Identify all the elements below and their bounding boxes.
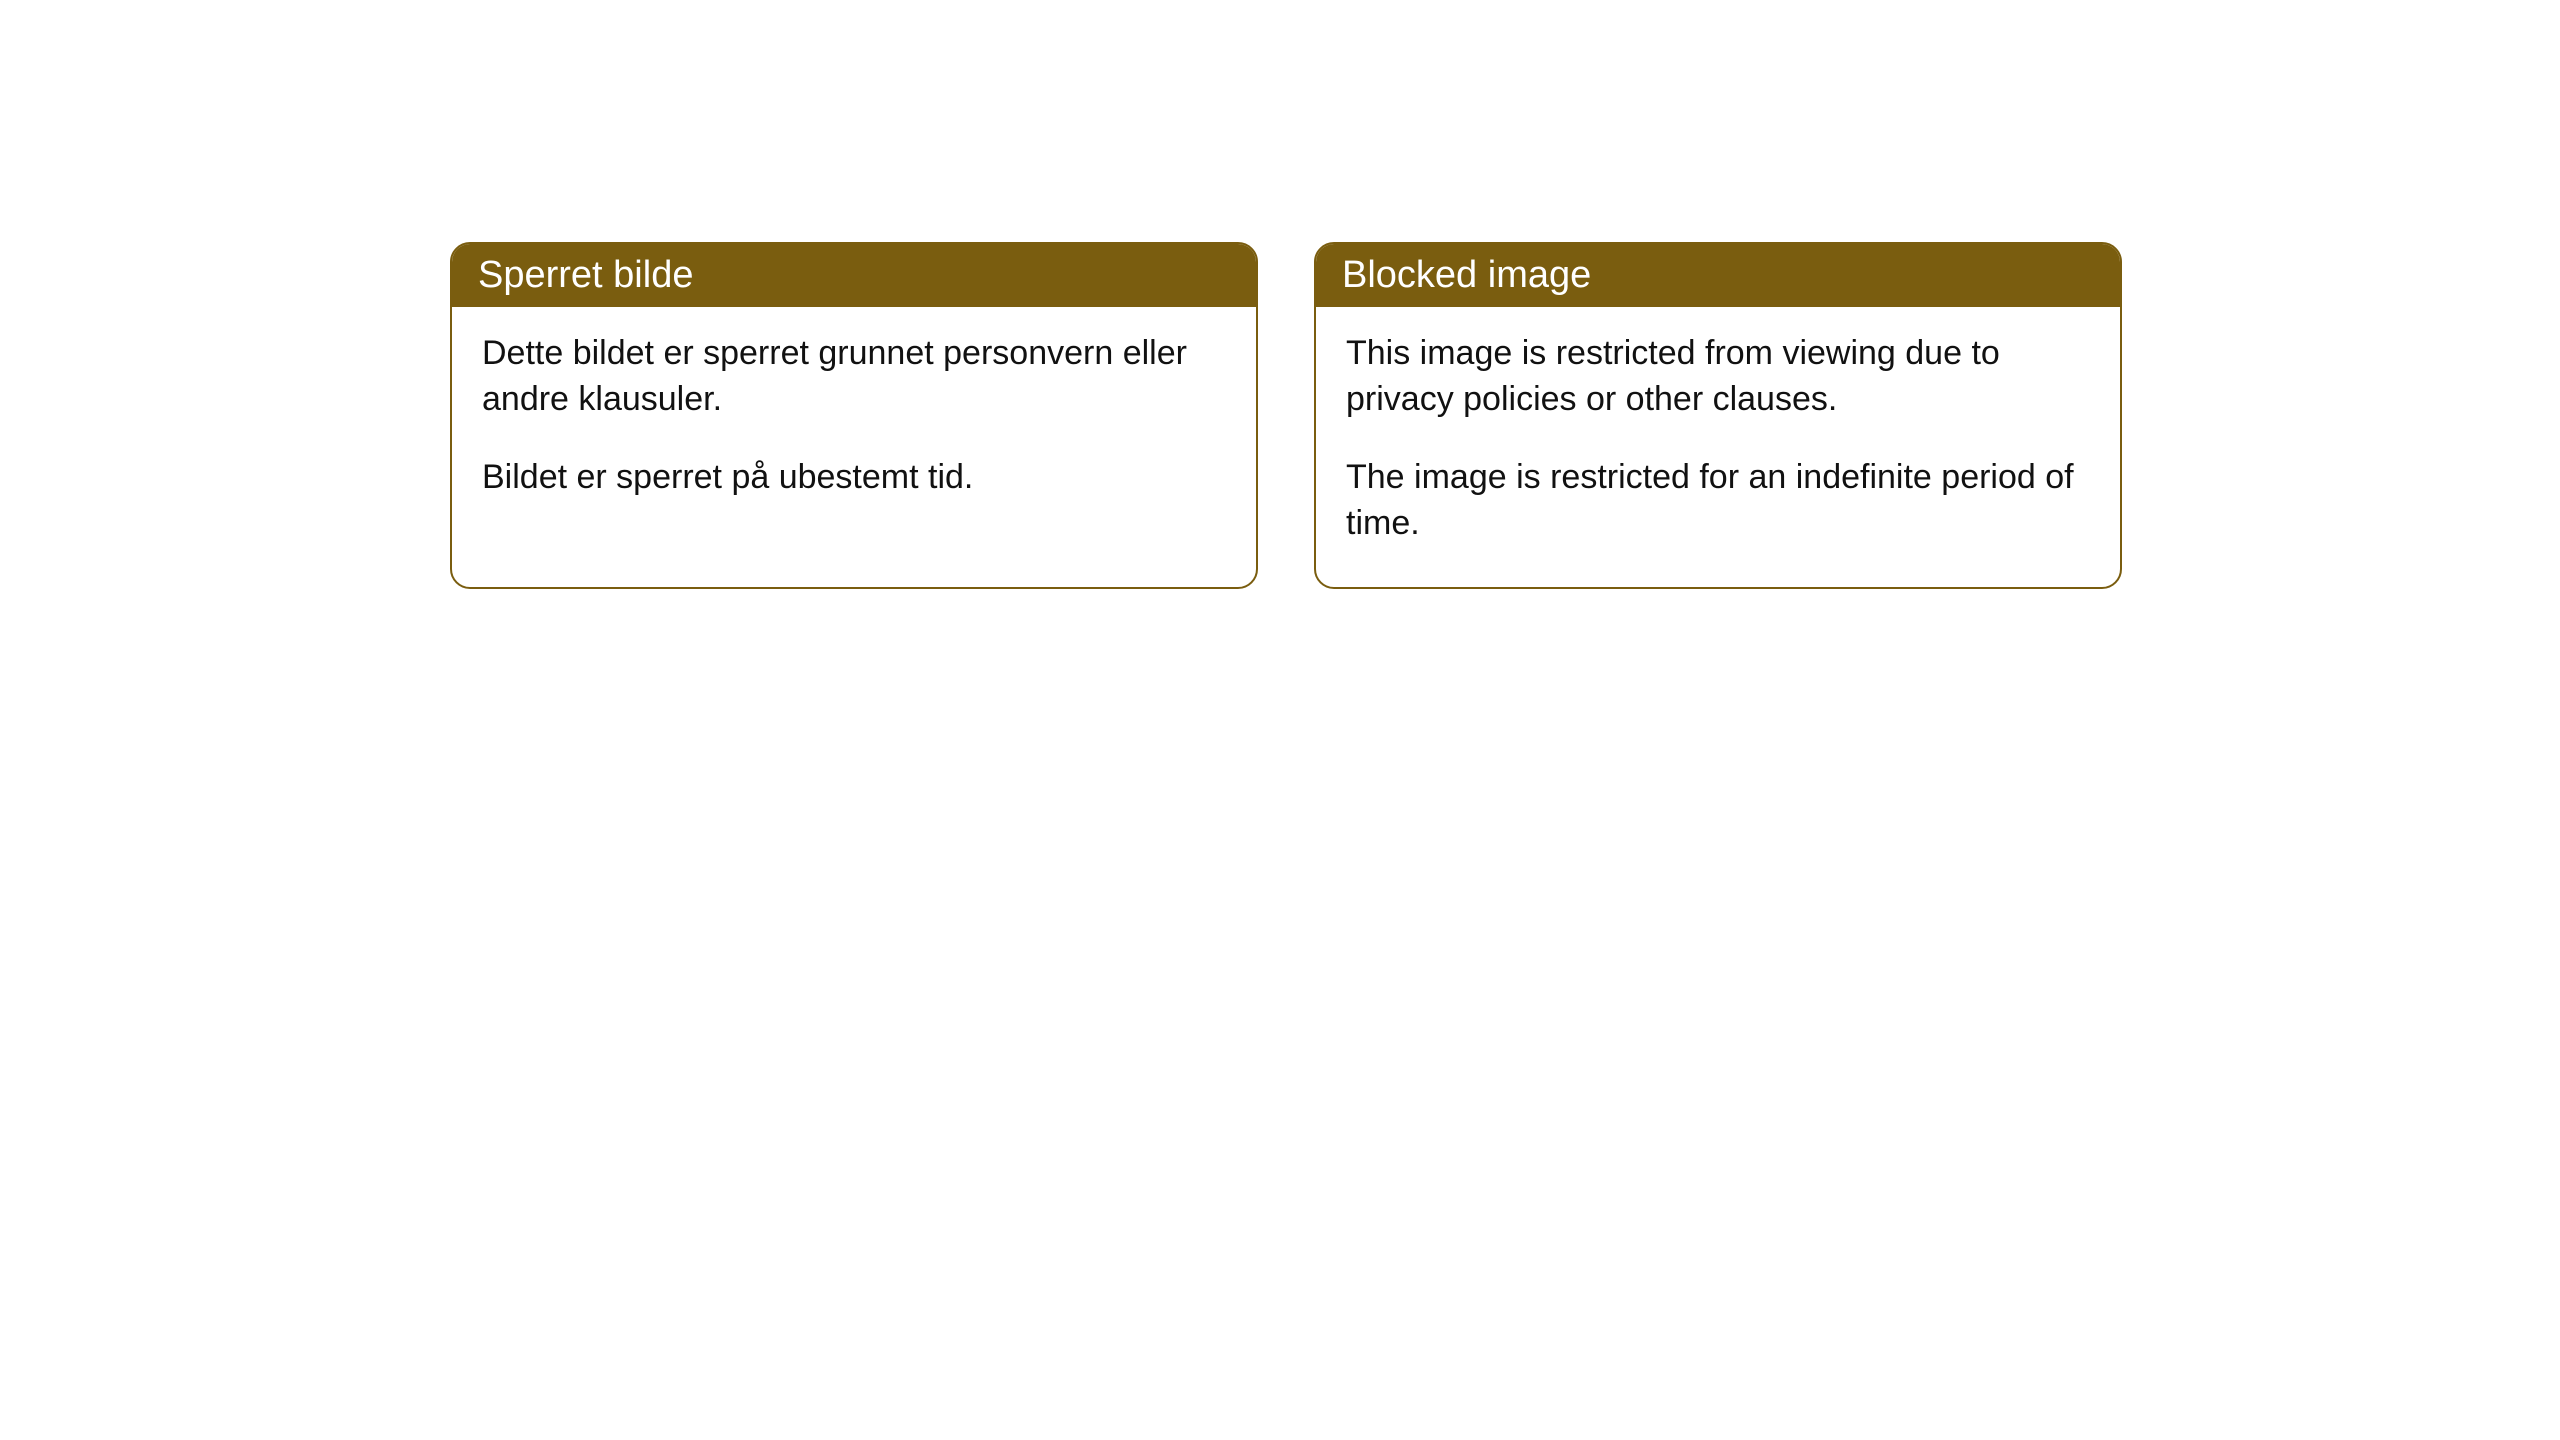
notice-container: Sperret bilde Dette bildet er sperret gr… xyxy=(450,242,2122,589)
notice-card-english: Blocked image This image is restricted f… xyxy=(1314,242,2122,589)
card-paragraph: This image is restricted from viewing du… xyxy=(1346,331,2090,423)
card-title: Blocked image xyxy=(1342,254,1591,296)
card-header: Sperret bilde xyxy=(452,244,1256,307)
notice-card-norwegian: Sperret bilde Dette bildet er sperret gr… xyxy=(450,242,1258,589)
card-paragraph: Dette bildet er sperret grunnet personve… xyxy=(482,331,1226,423)
card-paragraph: Bildet er sperret på ubestemt tid. xyxy=(482,455,1226,501)
card-body: This image is restricted from viewing du… xyxy=(1316,307,2120,587)
card-title: Sperret bilde xyxy=(478,254,693,296)
card-body: Dette bildet er sperret grunnet personve… xyxy=(452,307,1256,541)
card-paragraph: The image is restricted for an indefinit… xyxy=(1346,455,2090,547)
card-header: Blocked image xyxy=(1316,244,2120,307)
